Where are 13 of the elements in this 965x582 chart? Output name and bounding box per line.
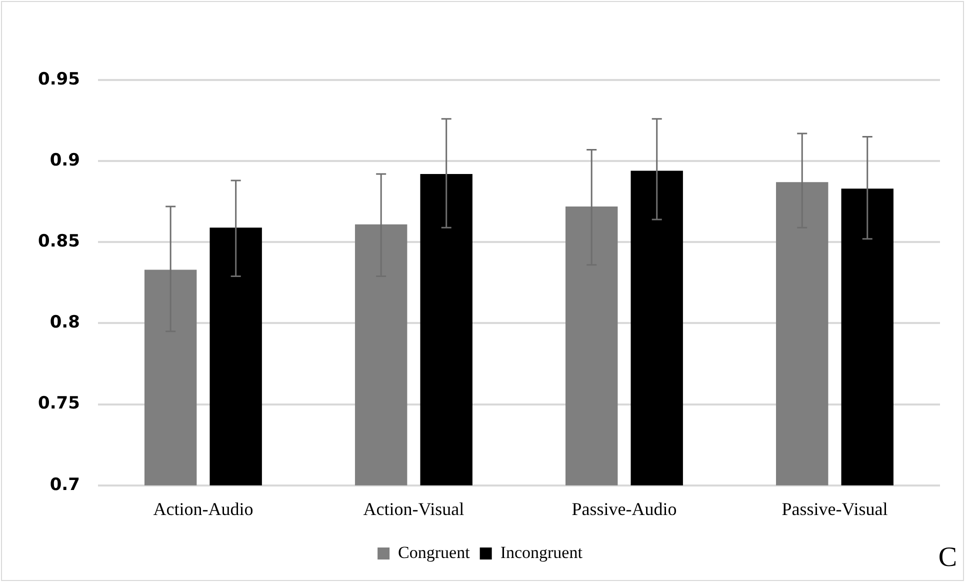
text: C — [938, 542, 957, 574]
legend-label: Congruent — [398, 542, 470, 562]
y-tick-label: 0.9 — [50, 150, 80, 170]
y-tick-label: 0.7 — [50, 474, 80, 495]
x-tick-label: Action-Visual — [363, 498, 464, 519]
y-tick-label: 0.95 — [38, 69, 80, 90]
legend-label: Incongruent — [500, 542, 583, 562]
x-tick-label: Action-Audio — [153, 498, 254, 519]
x-tick-label: Passive-Audio — [572, 498, 677, 519]
x-tick-label: Passive-Visual — [782, 498, 888, 519]
y-tick-label: 0.85 — [38, 232, 80, 252]
y-tick-label: 0.8 — [50, 312, 80, 333]
y-tick-label: 0.75 — [38, 394, 80, 414]
